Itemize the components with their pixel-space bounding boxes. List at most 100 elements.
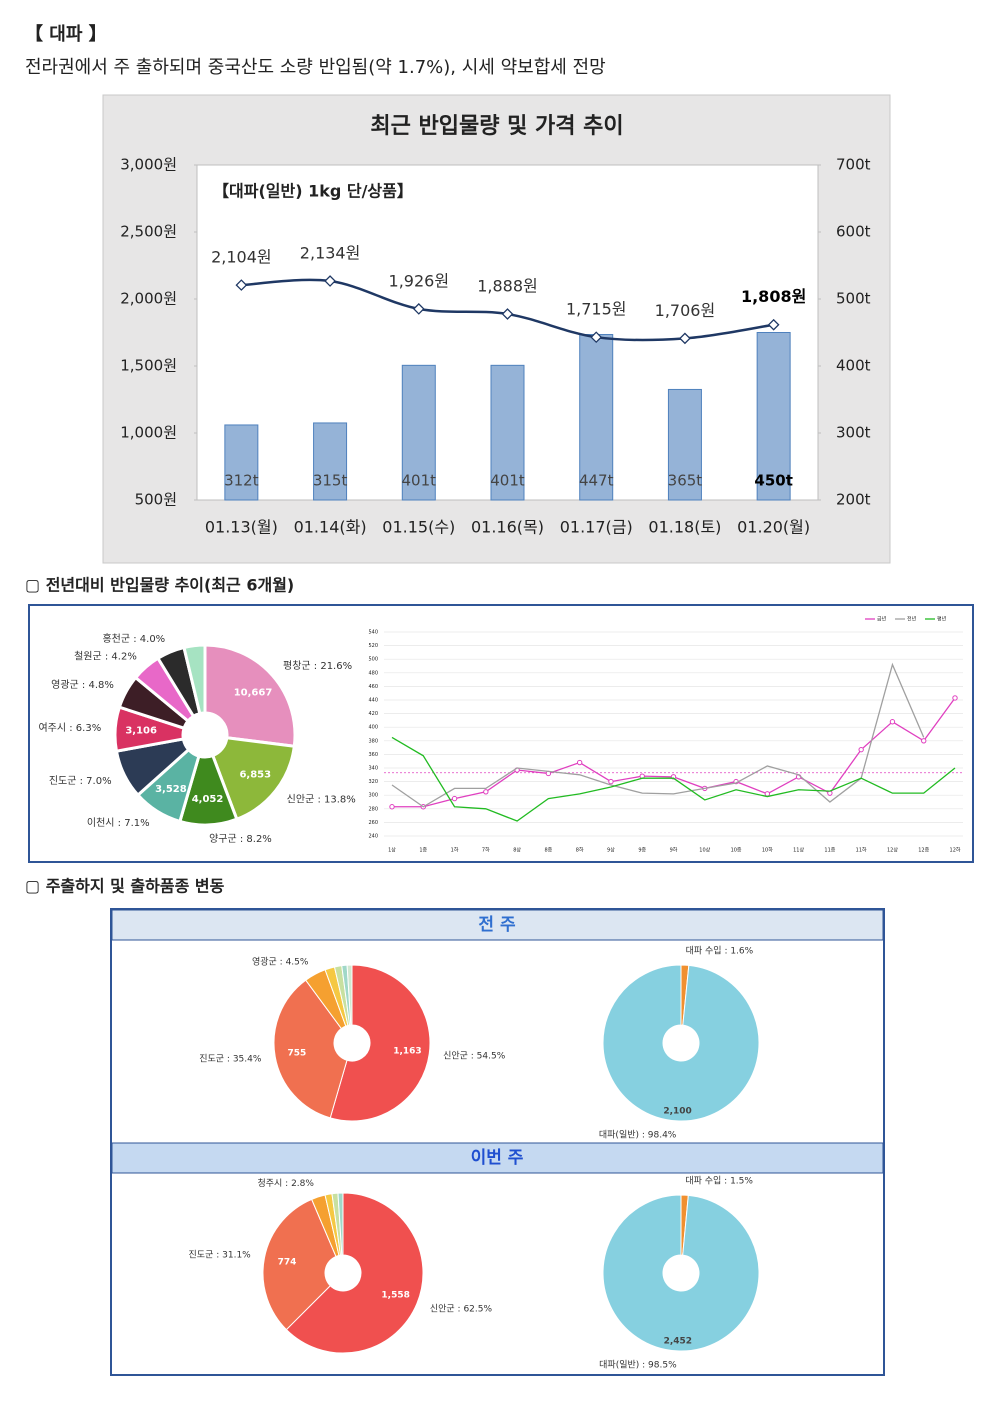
point-marker bbox=[767, 318, 780, 331]
bar bbox=[313, 422, 348, 501]
slice-label: 양구군 : 8.2% bbox=[209, 833, 272, 845]
point-marker bbox=[590, 331, 603, 344]
panel-header bbox=[111, 909, 884, 941]
x-tick-label: 8상 bbox=[513, 847, 521, 854]
series-line bbox=[391, 736, 956, 822]
y2-tick-label: 300t bbox=[836, 424, 871, 442]
x-tick-label: 01.15(수) bbox=[382, 518, 455, 537]
slice-label: 철원군 : 4.2% bbox=[74, 650, 137, 662]
y2-tick-label: 700t bbox=[836, 156, 871, 174]
y-tick-label: 340 bbox=[368, 766, 378, 772]
point-marker bbox=[889, 719, 896, 725]
bar bbox=[579, 334, 614, 501]
x-tick-label: 11상 bbox=[793, 847, 804, 854]
y-tick-label: 500원 bbox=[135, 491, 177, 509]
y-tick-label: 1,000원 bbox=[120, 424, 177, 442]
point-marker bbox=[483, 789, 489, 795]
y-tick-label: 400 bbox=[368, 725, 378, 731]
pie-slice bbox=[602, 1194, 760, 1352]
y-tick-label: 1,500원 bbox=[120, 357, 177, 375]
y-tick-label: 300 bbox=[368, 793, 378, 799]
bar-label: 450t bbox=[754, 472, 792, 490]
x-tick-label: 8하 bbox=[576, 847, 584, 854]
x-tick-label: 01.16(목) bbox=[471, 518, 544, 537]
y-tick-label: 520 bbox=[368, 643, 378, 649]
section-title: ▢ 전년대비 반입물량 추이(최근 6개월) bbox=[25, 576, 294, 595]
slice-label: 신안군 : 62.5% bbox=[430, 1303, 493, 1314]
x-tick-label: 8중 bbox=[544, 848, 552, 854]
slice-label: 평창군 : 21.6% bbox=[283, 660, 352, 672]
x-tick-label: 12중 bbox=[918, 848, 929, 854]
pie-slice bbox=[337, 1192, 344, 1256]
amount-label: 4,052 bbox=[192, 794, 224, 805]
legend-label: 전년 bbox=[907, 616, 917, 623]
subtitle: 전라권에서 주 출하되며 중국산도 소량 반입됨(약 1.7%), 시세 약보합… bbox=[25, 57, 606, 78]
amount-label: 10,667 bbox=[234, 688, 273, 699]
point-label: 1,706원 bbox=[655, 301, 716, 320]
point-marker bbox=[764, 791, 771, 797]
slice-label: 청주시 : 2.8% bbox=[257, 1178, 314, 1189]
x-tick-label: 12하 bbox=[950, 847, 961, 854]
slice-label: 대파 수입 : 1.6% bbox=[686, 945, 754, 957]
panel-title: 전 주 bbox=[478, 915, 516, 935]
x-tick-label: 1중 bbox=[419, 848, 427, 854]
pie-slice bbox=[329, 964, 431, 1122]
slice-label: 홍천군 : 4.0% bbox=[102, 632, 165, 645]
y-tick-label: 420 bbox=[368, 711, 378, 717]
annotation: 【대파(일반) 1kg 단/상품】 bbox=[213, 182, 413, 201]
x-tick-label: 11하 bbox=[856, 847, 867, 854]
panel-title: 이번 주 bbox=[471, 1148, 524, 1168]
x-tick-label: 01.18(토) bbox=[648, 518, 721, 537]
bar bbox=[401, 364, 436, 501]
y-tick-label: 480 bbox=[368, 670, 378, 676]
y2-tick-label: 200t bbox=[836, 491, 871, 509]
point-marker bbox=[952, 695, 958, 701]
slice-label: 신안군 : 13.8% bbox=[287, 793, 356, 805]
bar-label: 401t bbox=[402, 472, 437, 490]
y-tick-label: 460 bbox=[368, 684, 378, 690]
point-label: 1,715원 bbox=[566, 300, 627, 319]
series-line bbox=[391, 662, 925, 808]
slice-label: 대파(일반) : 98.5% bbox=[599, 1359, 677, 1370]
y-tick-label: 3,000원 bbox=[120, 156, 177, 174]
y-tick-label: 380 bbox=[368, 738, 378, 744]
bar bbox=[667, 388, 702, 501]
point-marker bbox=[921, 738, 927, 744]
x-tick-label: 9하 bbox=[670, 847, 678, 854]
slice-label: 영광군 : 4.8% bbox=[51, 679, 114, 691]
section-title: ▢ 주출하지 및 출하품종 변동 bbox=[25, 877, 225, 896]
x-tick-label: 01.20(월) bbox=[737, 518, 810, 537]
x-tick-label: 01.17(금) bbox=[560, 518, 633, 537]
point-marker bbox=[679, 332, 691, 345]
slice-label: 진도군 : 7.0% bbox=[49, 775, 112, 787]
y2-tick-label: 600t bbox=[836, 223, 871, 241]
point-marker bbox=[608, 778, 614, 785]
point-label: 2,104원 bbox=[211, 248, 272, 267]
x-tick-label: 9상 bbox=[607, 847, 615, 854]
bar bbox=[224, 424, 259, 501]
page-title: 【 대파 】 bbox=[25, 24, 107, 45]
y-tick-label: 500 bbox=[368, 657, 378, 663]
y-tick-label: 320 bbox=[368, 779, 378, 785]
y-tick-label: 540 bbox=[368, 630, 378, 636]
y-tick-label: 260 bbox=[368, 820, 378, 826]
pie-slice bbox=[210, 736, 296, 822]
x-tick-label: 1상 bbox=[388, 847, 396, 854]
amount-label: 1,558 bbox=[381, 1290, 409, 1300]
bar-label: 312t bbox=[224, 472, 259, 490]
slice-label: 여주시 : 6.3% bbox=[38, 722, 101, 734]
panel-header bbox=[111, 1142, 884, 1174]
slice-label: 진도군 : 35.4% bbox=[199, 1054, 262, 1065]
x-tick-label: 10중 bbox=[731, 848, 742, 854]
point-label: 2,134원 bbox=[300, 244, 361, 263]
slice-label: 대파(일반) : 98.4% bbox=[599, 1129, 677, 1140]
slice-label: 영광군 : 4.5% bbox=[252, 955, 309, 967]
bar-label: 401t bbox=[490, 472, 525, 490]
point-marker bbox=[858, 746, 864, 753]
pie-slice bbox=[182, 643, 207, 716]
bar-label: 315t bbox=[313, 472, 348, 490]
amount-label: 1,163 bbox=[393, 1046, 421, 1056]
x-tick-label: 10하 bbox=[762, 847, 773, 854]
